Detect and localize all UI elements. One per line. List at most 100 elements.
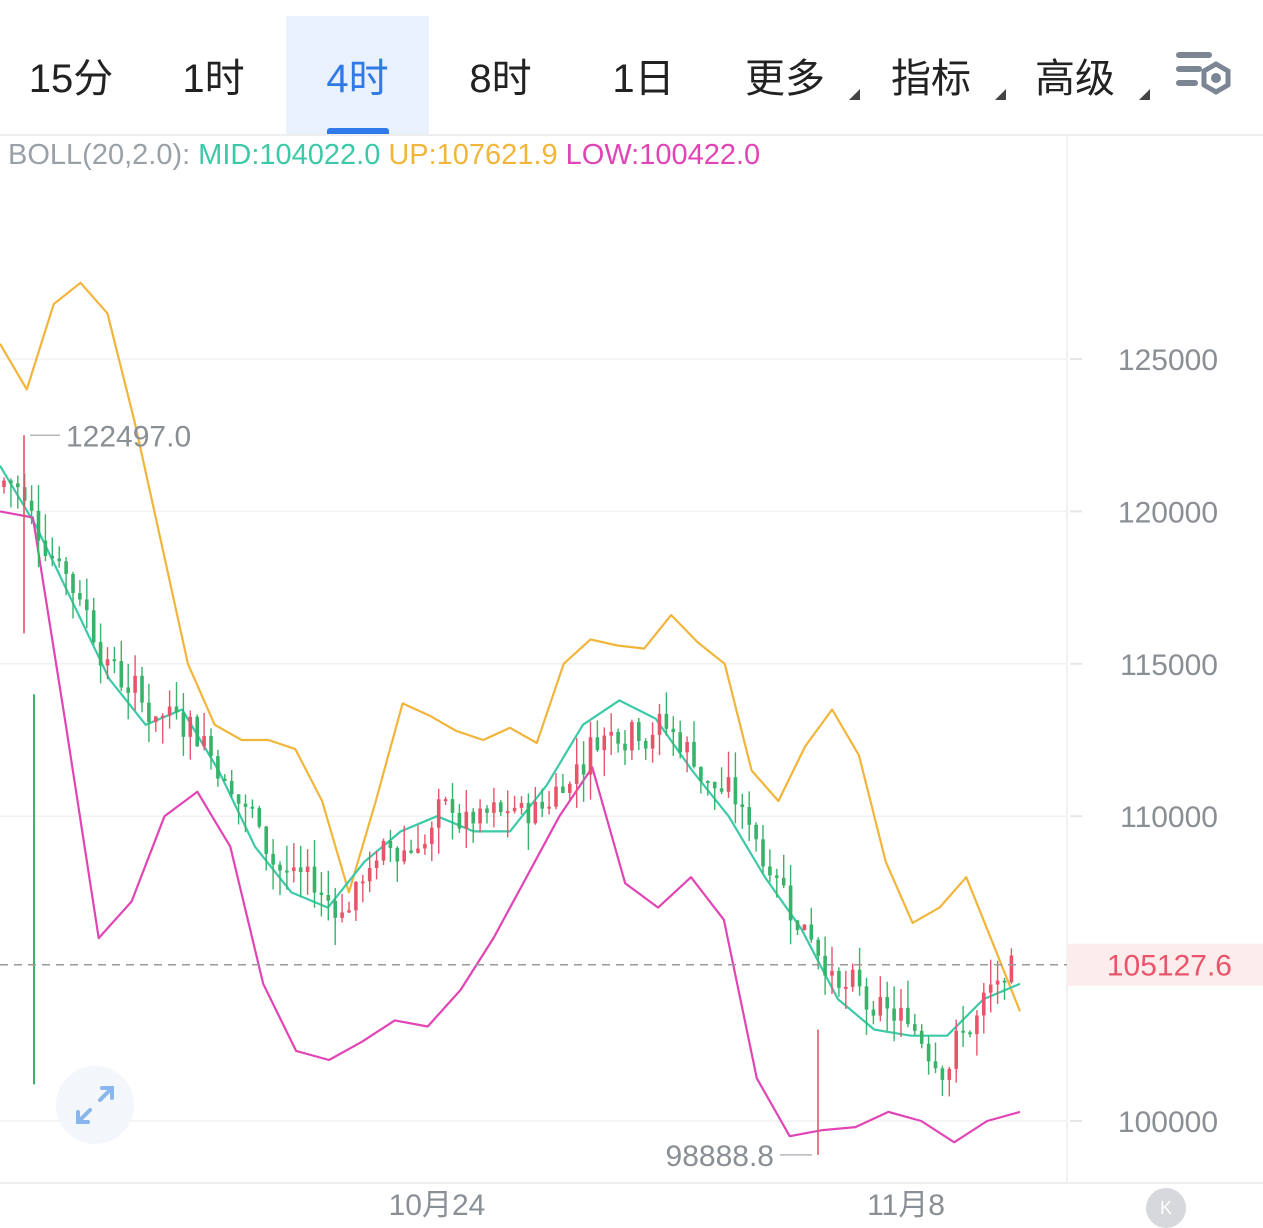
tab-label: 8时: [469, 57, 532, 101]
y-tick-label: 125000: [1118, 344, 1218, 377]
candle-body: [823, 955, 827, 976]
candle-body: [278, 864, 282, 871]
candle-body: [726, 777, 731, 792]
candlestick-chart[interactable]: 125000 120000 115000 110000 100000 10月24 11月8 1…: [0, 136, 1263, 1228]
candle-body: [188, 716, 193, 737]
candle-body: [712, 781, 717, 789]
candle-body: [485, 808, 489, 813]
candle-body: [478, 808, 482, 824]
candle-body: [885, 997, 889, 1009]
tab-label: 15分: [28, 57, 114, 101]
candle-body: [768, 866, 772, 876]
candle-body: [864, 986, 869, 1010]
candle-body: [2, 480, 6, 488]
tab-more[interactable]: 更多: [720, 16, 860, 134]
candle-body: [285, 870, 289, 873]
candle-body: [29, 500, 34, 511]
k-line-button[interactable]: K: [1146, 1188, 1186, 1228]
candle-body: [919, 1030, 924, 1044]
candle-body: [133, 675, 137, 693]
tab-1day[interactable]: 1日: [572, 16, 715, 134]
candle-body: [271, 853, 275, 865]
candle-body: [533, 801, 538, 824]
candle-body: [505, 811, 510, 814]
candle-body: [643, 741, 648, 749]
candle-body: [871, 1009, 876, 1016]
chart-settings-button[interactable]: [1170, 46, 1238, 106]
candle-body: [57, 558, 61, 562]
candle-body: [436, 799, 441, 828]
candle-body: [257, 808, 262, 827]
candle-body: [850, 969, 855, 987]
boll-up-value: UP:107621.9: [388, 139, 558, 171]
candle-body: [209, 736, 213, 757]
candle-body: [781, 877, 786, 886]
candle-body: [540, 801, 544, 809]
candle-body: [1009, 955, 1014, 983]
candle-body: [623, 743, 627, 751]
candle-body: [71, 574, 75, 594]
candle-body: [471, 811, 475, 824]
candle-body: [574, 764, 579, 784]
tab-indicators[interactable]: 指标: [866, 16, 1006, 134]
candle-body: [91, 610, 96, 643]
low-marker-label: 98888.8: [666, 1140, 774, 1173]
candle-body: [264, 826, 268, 854]
tab-4hour[interactable]: 4时: [286, 16, 429, 134]
candle-body: [98, 642, 103, 666]
candle-body: [50, 555, 55, 559]
tab-label: 1时: [182, 57, 245, 101]
candle-body: [154, 716, 158, 722]
candle-body: [147, 702, 151, 722]
candle-body: [982, 992, 986, 1016]
candle-body: [754, 824, 758, 840]
k-letter-icon: K: [1159, 1197, 1172, 1218]
candle-body: [499, 802, 503, 813]
candle-body: [416, 848, 420, 853]
candle-body: [160, 715, 165, 718]
candle-body: [36, 510, 41, 541]
dropdown-corner-icon: [995, 89, 1006, 100]
tab-label: 指标: [891, 57, 971, 101]
tab-1hour[interactable]: 1时: [142, 16, 285, 134]
candle-body: [174, 706, 179, 713]
timeframe-tabbar: 15分 1时 4时 8时 1日 更多 指标 高级: [0, 0, 1263, 134]
candle-body: [816, 939, 820, 956]
current-price-label: 105127.6: [1107, 950, 1232, 983]
tab-15min[interactable]: 15分: [0, 16, 142, 134]
candle-body: [906, 1007, 910, 1025]
y-tick-label: 120000: [1118, 496, 1218, 529]
candle-body: [830, 970, 834, 976]
boll-low-line: [0, 510, 1021, 1144]
candle-body: [367, 868, 372, 882]
candle-body: [312, 866, 317, 893]
candle-body: [988, 984, 993, 993]
candle-body: [202, 736, 206, 747]
candle-body: [1002, 980, 1007, 983]
candle-body: [878, 997, 883, 1016]
candle-body: [326, 895, 331, 901]
candle-body: [747, 807, 751, 825]
candle-body: [719, 788, 724, 792]
candle-body: [250, 806, 255, 809]
x-tick-label: 11月8: [867, 1189, 945, 1222]
fullscreen-button[interactable]: [56, 1066, 134, 1144]
candle-body: [430, 827, 434, 844]
candle-body: [512, 807, 517, 812]
candle-body: [995, 980, 1000, 985]
tab-advanced[interactable]: 高级: [1010, 16, 1150, 134]
candle-body: [733, 777, 738, 805]
candle-body: [64, 561, 68, 575]
candle-body: [16, 483, 20, 488]
current-price-tag: [1068, 943, 1263, 986]
tab-8hour[interactable]: 8时: [429, 16, 572, 134]
candle-body: [423, 843, 427, 849]
candle-body: [554, 786, 558, 807]
candle-body: [112, 659, 117, 662]
candle-body: [857, 969, 862, 987]
candle-body: [195, 716, 199, 747]
candle-body: [167, 706, 172, 716]
candle-body: [947, 1068, 952, 1080]
candle-body: [795, 920, 800, 931]
candle-body: [837, 970, 841, 988]
